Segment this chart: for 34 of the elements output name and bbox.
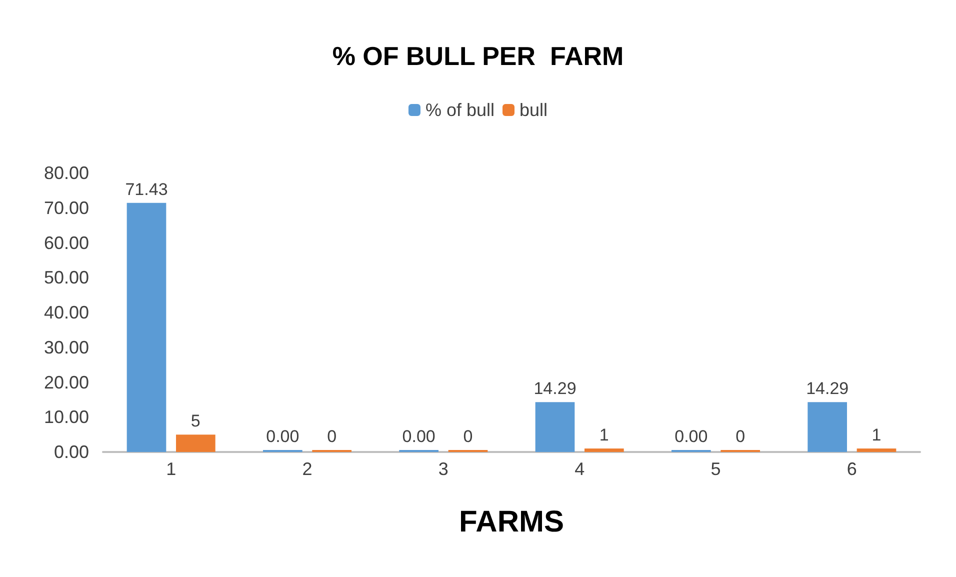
y-tick-label: 70.00 [44,198,89,218]
data-label: 0 [327,427,337,446]
x-tick-label: 4 [574,459,585,479]
x-tick-label: 2 [302,459,312,479]
data-label: 0 [463,427,473,446]
y-tick-label: 10.00 [44,407,89,428]
data-label: 1 [599,426,609,445]
chart-title: % OF BULL PER FARM [332,41,624,71]
y-tick-label: 50.00 [44,268,89,288]
x-tick-label: 3 [438,459,448,479]
data-label: 14.29 [534,379,576,398]
data-label: 71.43 [125,180,168,199]
legend-label: % of bull [425,100,495,120]
y-tick-label: 40.00 [44,302,89,322]
y-tick-label: 80.00 [44,163,89,183]
x-axis-title: FARMS [459,506,564,538]
y-tick-label: 60.00 [44,232,89,253]
bar [126,202,166,452]
data-label: 0.00 [266,427,300,446]
data-label: 1 [872,426,882,445]
bar [808,402,847,452]
legend-label: bull [520,100,548,120]
x-tick-label: 6 [846,459,857,479]
data-label: 5 [190,412,200,431]
x-tick-label: 1 [166,459,176,479]
x-tick-label: 5 [710,459,721,479]
data-label: 0 [736,427,746,446]
bar [535,402,575,452]
y-tick-label: 20.00 [44,372,89,392]
y-tick-label: 30.00 [44,337,89,358]
y-tick-label: 0.00 [54,442,89,462]
data-label: 14.29 [806,379,849,398]
data-label: 0.00 [674,427,708,446]
data-label: 0.00 [402,427,436,446]
